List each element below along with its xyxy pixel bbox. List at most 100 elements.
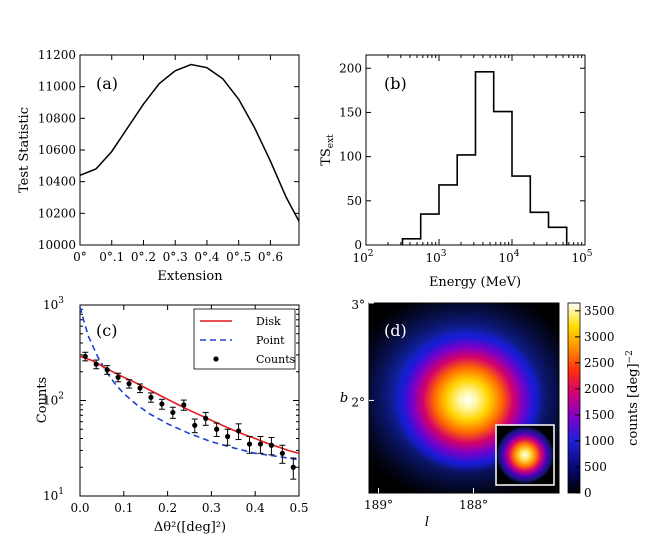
c-ytick-base: 10 — [43, 489, 58, 503]
inset-psf — [496, 426, 554, 484]
d-xtick-label: 189° — [364, 498, 393, 512]
panel-d-frame — [368, 302, 560, 494]
panel-a-xlabel: Extension — [157, 269, 223, 284]
c-ytick-base: 10 — [43, 394, 58, 408]
b-xtick-label: 103 — [425, 249, 446, 265]
colorbar-tick-label: 500 — [584, 460, 607, 474]
panel-a-ts-curve — [80, 63, 299, 222]
panel-d-ylabel: b — [340, 391, 348, 406]
b-xtick-base: 10 — [352, 251, 367, 265]
b-xtick-label: 104 — [498, 249, 519, 265]
c-count-point — [290, 464, 296, 470]
panel-b-ylabel-sub: ext — [326, 134, 336, 148]
panel-c-label: (c) — [96, 321, 117, 340]
c-count-point — [192, 422, 198, 428]
panel-a-ylabel: Test Statistic — [17, 107, 32, 193]
c-ytick-label: 103 — [43, 296, 64, 312]
a-xtick-label: 0°.2 — [131, 250, 156, 264]
colorbar-label-text: counts [deg] — [626, 363, 641, 445]
c-count-point — [115, 374, 121, 380]
panel-b-label: (b) — [384, 74, 407, 93]
c-count-point — [235, 428, 242, 434]
c-count-point — [104, 367, 110, 373]
a-xtick-label: 0°.1 — [99, 250, 124, 264]
a-xtick-label: 0°.6 — [258, 250, 283, 264]
colorbar-label: counts [deg]−2 — [625, 350, 641, 446]
c-count-point — [246, 441, 253, 447]
b-xtick-base: 10 — [498, 251, 513, 265]
c-count-point — [82, 353, 88, 359]
colorbar-tick-label: 3000 — [584, 330, 615, 344]
a-ytick-label: 10600 — [38, 143, 76, 157]
b-ytick-label: 200 — [339, 61, 362, 75]
panel-b-histogram — [401, 71, 568, 245]
panel-b-frame — [365, 54, 586, 246]
a-ytick-label: 10800 — [38, 111, 76, 125]
b-xtick-exp: 4 — [514, 249, 520, 259]
b-xtick-label: 105 — [571, 249, 592, 265]
panel-d-label: (d) — [384, 321, 407, 340]
a-xtick-label: 0°.3 — [163, 250, 188, 264]
a-ytick-label: 11200 — [38, 48, 76, 62]
c-count-point — [148, 394, 154, 400]
panel-c-legend: Disk Point Counts — [193, 308, 296, 370]
c-count-point — [181, 402, 187, 408]
b-xtick-exp: 3 — [441, 249, 447, 259]
c-count-point — [257, 441, 264, 447]
b-ytick-label: 100 — [339, 150, 362, 164]
c-xtick-label: 0.4 — [246, 501, 265, 515]
legend-box — [193, 308, 296, 370]
c-count-point — [268, 442, 275, 448]
inset-frame — [495, 424, 555, 486]
c-count-point — [93, 361, 99, 367]
colorbar-label-exp: −2 — [625, 350, 635, 363]
c-xtick-label: 0.3 — [202, 501, 221, 515]
legend-disk-label: Disk — [256, 315, 281, 328]
c-ytick-exp: 1 — [58, 487, 64, 497]
panel-c-disk-curve — [80, 355, 299, 455]
colorbar-tick-label: 2500 — [584, 356, 615, 370]
a-xtick-label: 0°.5 — [226, 250, 251, 264]
c-count-point — [170, 409, 176, 416]
b-xtick-exp: 5 — [587, 249, 593, 259]
b-xtick-exp: 2 — [368, 249, 374, 259]
b-xtick-base: 10 — [571, 251, 586, 265]
d-ytick-label: 3° — [351, 298, 365, 312]
c-ytick-label: 102 — [43, 392, 64, 408]
c-ytick-label: 101 — [43, 487, 64, 503]
b-xtick-base: 10 — [425, 251, 440, 265]
panel-c-ylabel: Counts — [35, 377, 50, 423]
colorbar-tick-label: 1000 — [584, 434, 615, 448]
legend-counts-swatch — [213, 356, 219, 362]
c-ytick-exp: 2 — [58, 392, 64, 402]
d-xtick-label: 188° — [459, 498, 488, 512]
c-xtick-label: 0.1 — [114, 501, 133, 515]
a-ytick-label: 10000 — [38, 238, 76, 252]
colorbar-tick-label: 1500 — [584, 408, 615, 422]
a-ytick-label: 10400 — [38, 175, 76, 189]
panel-c-point-curve — [80, 306, 299, 461]
panel-d: 189° 188° 2° 3° (d) l b 0 500 1000 1500 2000 250… — [340, 298, 641, 530]
svg-text:counts [deg]−2: counts [deg]−2 — [625, 350, 641, 446]
c-xtick-label: 0.2 — [158, 501, 177, 515]
b-ytick-label: 0 — [354, 238, 362, 252]
a-ytick-label: 11000 — [38, 80, 76, 94]
c-count-point — [126, 381, 132, 387]
c-count-point — [159, 401, 165, 407]
b-ytick-label: 50 — [347, 194, 362, 208]
colorbar-tick-label: 0 — [584, 486, 592, 500]
panel-b-xlabel: Energy (MeV) — [429, 275, 521, 290]
panel-c-xlabel: Δθ²([deg]²) — [154, 520, 226, 535]
c-ytick-exp: 3 — [58, 296, 64, 306]
c-count-point — [279, 450, 285, 456]
c-count-point — [225, 433, 231, 440]
c-xtick-label: 0.5 — [289, 501, 308, 515]
c-count-point — [214, 426, 220, 432]
panel-b-ylabel-main: TS — [319, 148, 334, 166]
b-ytick-label: 150 — [339, 105, 362, 119]
a-xtick-label: 0° — [73, 250, 87, 264]
colorbar — [567, 302, 581, 494]
